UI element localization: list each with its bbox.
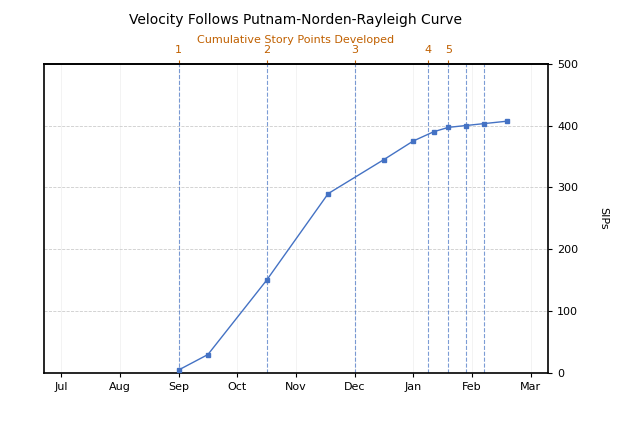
Y-axis label: SIPs: SIPs <box>598 207 608 230</box>
X-axis label: Cumulative Story Points Developed: Cumulative Story Points Developed <box>197 35 394 45</box>
Title: Velocity Follows Putnam-Norden-Rayleigh Curve: Velocity Follows Putnam-Norden-Rayleigh … <box>130 13 462 27</box>
